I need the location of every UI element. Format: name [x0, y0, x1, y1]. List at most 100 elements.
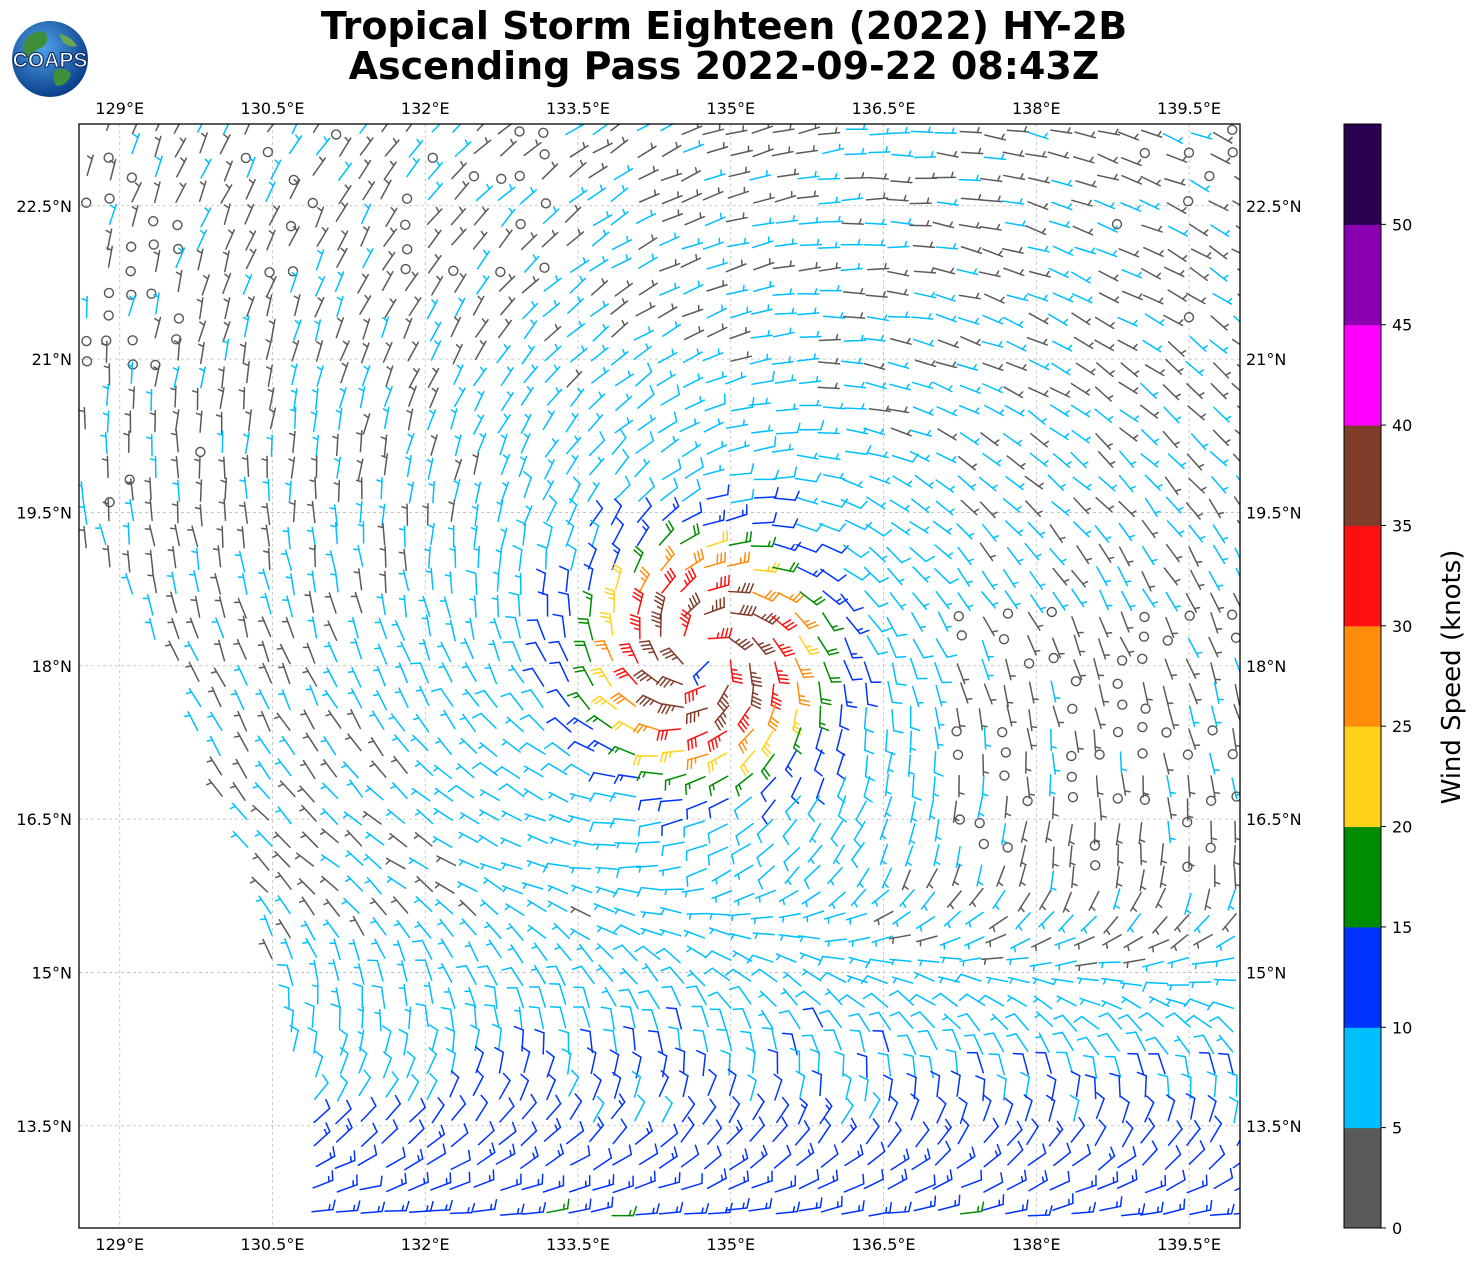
wind-barb: [1183, 312, 1195, 323]
wind-barb: [911, 612, 927, 632]
wind-barb: [268, 318, 276, 342]
wind-barb: [1004, 404, 1025, 417]
wind-barb: [1236, 475, 1240, 482]
wind-barb: [706, 1119, 723, 1145]
wind-barb: [407, 1074, 420, 1102]
wind-barb: [1205, 842, 1216, 854]
wind-barb: [131, 132, 140, 155]
wind-barb: [233, 665, 248, 686]
wind-barb: [126, 172, 138, 183]
wind-barb: [258, 568, 270, 591]
wind-barb: [1218, 1052, 1235, 1076]
wind-barb: [472, 1069, 484, 1096]
wind-barb: [567, 740, 595, 752]
wind-barb: [1045, 1094, 1056, 1122]
wind-barb: [369, 897, 387, 916]
lat-label-right-4: 19.5°N: [1246, 503, 1302, 522]
wind-barb: [1031, 937, 1052, 952]
wind-barb: [820, 215, 844, 223]
wind-barb: [1028, 176, 1051, 184]
wind-barb: [374, 617, 388, 640]
wind-barb: [1190, 179, 1211, 193]
wind-barb: [798, 1197, 823, 1212]
wind-barb: [784, 750, 797, 778]
wind-barb: [656, 728, 682, 741]
wind-barb: [500, 1173, 522, 1191]
wind-barb: [757, 865, 775, 890]
wind-barb: [1118, 131, 1140, 141]
wind-barb: [1071, 1201, 1097, 1215]
wind-barb: [409, 1097, 426, 1123]
wind-barb: [1027, 245, 1050, 253]
wind-barb: [868, 614, 892, 633]
wind-barb: [414, 760, 434, 777]
wind-barb: [333, 479, 341, 503]
wind-barb: [436, 641, 452, 662]
wind-barb: [1102, 934, 1122, 949]
wind-barb: [198, 320, 207, 342]
wind-barb: [828, 891, 846, 909]
wind-barb: [436, 855, 457, 867]
wind-barb: [1208, 1144, 1226, 1170]
wind-barb: [406, 432, 415, 455]
wind-barb: [449, 1171, 471, 1190]
wind-barb: [682, 304, 704, 318]
wind-barb: [544, 742, 571, 757]
wind-barb: [328, 959, 340, 981]
wind-barb: [634, 1170, 656, 1190]
wind-barb: [218, 456, 226, 480]
wind-barb: [382, 1025, 392, 1053]
wind-barb: [408, 1119, 425, 1145]
wind-barb: [400, 219, 411, 231]
wind-barb: [258, 616, 272, 638]
wind-barb: [304, 1001, 315, 1029]
wind-barb: [258, 662, 273, 684]
wind-barb: [122, 550, 131, 573]
wind-barb: [1118, 381, 1139, 395]
wind-barb: [79, 502, 88, 525]
wind-barb: [614, 280, 634, 297]
wind-barb: [592, 211, 613, 227]
wind-barb: [776, 168, 800, 178]
wind-barb: [324, 592, 337, 614]
wind-barb: [935, 500, 955, 516]
wind-barb: [285, 573, 295, 596]
wind-barb: [983, 1143, 1002, 1168]
wind-barb: [1117, 1146, 1137, 1169]
wind-barb: [1121, 290, 1143, 301]
wind-barb: [450, 316, 462, 338]
wind-barb: [338, 161, 353, 181]
wind-barb: [682, 348, 703, 364]
wind-barb: [914, 172, 938, 180]
wind-barb: [1006, 294, 1029, 302]
wind-barb: [438, 662, 453, 683]
wind-barb: [845, 912, 868, 925]
wind-barb: [1232, 1162, 1240, 1169]
wind-barb: [455, 763, 475, 779]
wind-barb: [440, 1006, 455, 1031]
wind-barb: [1050, 404, 1070, 418]
wind-barb: [171, 500, 179, 524]
wind-barb: [1165, 616, 1179, 639]
wind-barb: [660, 436, 680, 453]
wind-barb: [934, 544, 954, 560]
wind-barb: [1119, 751, 1128, 774]
wind-barb: [592, 1173, 615, 1191]
wind-barb: [659, 928, 682, 937]
wind-barb: [750, 536, 777, 548]
wind-barb: [780, 987, 798, 1006]
wind-barb: [1038, 911, 1055, 930]
wind-barb: [752, 144, 774, 158]
wind-barb: [264, 267, 275, 278]
wind-barb: [1097, 450, 1116, 468]
wind-barb: [740, 750, 756, 776]
wind-barb: [610, 208, 629, 226]
wind-barb: [552, 613, 566, 638]
wind-barb: [302, 642, 316, 664]
wind-barb: [1164, 1145, 1182, 1170]
wind-barb: [384, 1200, 410, 1212]
wind-barb: [464, 617, 475, 640]
wind-barb: [520, 1146, 539, 1169]
wind-barb: [932, 520, 953, 535]
wind-barb: [1207, 1094, 1217, 1123]
